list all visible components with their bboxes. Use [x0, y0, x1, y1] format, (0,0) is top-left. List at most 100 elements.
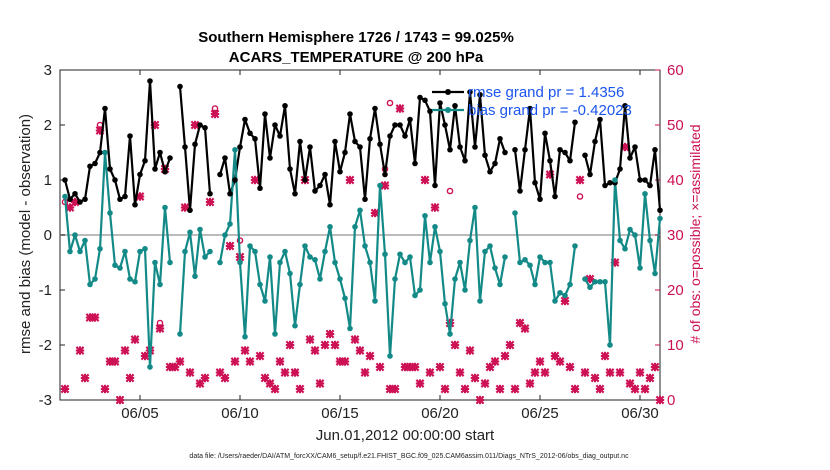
rmse-line	[63, 79, 172, 206]
rmse-point	[72, 190, 78, 197]
rmse-point	[387, 133, 393, 139]
x-axis-label: Jun.01,2012 00:00:00 start	[316, 427, 495, 444]
rmse-point	[547, 157, 553, 164]
obs-assimilated-marker	[240, 346, 250, 355]
rmse-point	[132, 201, 138, 208]
rmse-point	[557, 146, 563, 153]
obs-assimilated-marker	[475, 395, 485, 405]
obs-assimilated-marker	[500, 351, 510, 361]
rmse-point	[327, 201, 333, 208]
bias-point	[427, 259, 433, 266]
bias-point	[207, 248, 213, 255]
bias-point	[307, 254, 313, 260]
obs-assimilated-marker	[460, 384, 470, 394]
rmse-point	[462, 157, 468, 164]
rmse-point	[562, 149, 568, 156]
y-tick-label-right: 60	[667, 62, 684, 79]
obs-assimilated-marker	[470, 373, 480, 383]
obs-assimilated-marker	[615, 368, 625, 377]
rmse-point	[622, 102, 628, 109]
bias-point	[222, 232, 228, 238]
data-file-footnote: data file: /Users/raeder/DAI/ATM_forcXX/…	[189, 453, 629, 460]
obs-assimilated-marker	[390, 384, 400, 394]
obs-assimilated-marker	[395, 104, 405, 113]
bias-point	[332, 259, 338, 266]
rmse-point	[152, 166, 158, 172]
bias-point	[522, 256, 528, 263]
obs-assimilated-marker	[600, 351, 610, 361]
obs-assimilated-marker	[645, 373, 655, 383]
bias-point	[552, 298, 558, 304]
rmse-point	[632, 144, 638, 150]
y-tick-label-right: 10	[667, 337, 684, 354]
bias-point	[302, 243, 308, 249]
bias-point	[347, 325, 353, 332]
bias-point	[387, 353, 393, 359]
rmse-point	[102, 105, 108, 112]
rmse-point	[232, 177, 238, 183]
rmse-point	[322, 171, 328, 178]
rmse-point	[472, 144, 478, 150]
obs-assimilated-marker	[320, 340, 330, 350]
bias-point	[517, 259, 523, 266]
bias-point	[337, 276, 343, 282]
rmse-point	[372, 105, 378, 112]
obs-assimilated-marker	[75, 346, 85, 355]
bias-point	[217, 259, 223, 266]
x-tick-label: 06/05	[121, 405, 159, 422]
bias-point	[527, 262, 533, 269]
bias-point	[162, 204, 168, 211]
rmse-point	[117, 196, 123, 203]
obs-possible-marker	[291, 369, 299, 376]
obs-possible-marker	[386, 99, 394, 107]
rmse-point	[367, 135, 373, 142]
rmse-point	[607, 179, 613, 186]
rmse-point	[512, 146, 518, 153]
bias-point	[192, 273, 198, 280]
rmse-point	[267, 155, 273, 161]
rmse-point	[127, 133, 133, 139]
rmse-point	[362, 196, 368, 203]
bias-point	[447, 331, 453, 337]
obs-assimilated-marker	[280, 368, 290, 377]
obs-assimilated-marker	[250, 175, 260, 185]
rmse-point	[307, 144, 313, 150]
y-tick-label-left: 2	[44, 117, 52, 134]
bias-point	[132, 278, 138, 285]
obs-assimilated-marker	[130, 335, 140, 344]
bias-point	[107, 210, 113, 216]
obs-assimilated-marker	[495, 384, 505, 394]
rmse-point	[277, 133, 283, 139]
bias-point	[657, 215, 663, 222]
bias-point	[482, 248, 488, 255]
obs-assimilated-marker	[635, 368, 645, 377]
rmse-point	[182, 144, 188, 150]
bias-point	[272, 331, 278, 337]
bias-point	[452, 276, 458, 282]
bias-point	[592, 278, 598, 285]
bias-point	[467, 237, 473, 244]
rmse-point	[407, 116, 413, 123]
rmse-point	[392, 122, 398, 128]
rmse-point	[402, 133, 408, 139]
rmse-point	[412, 160, 418, 167]
bias-point	[407, 254, 413, 260]
bias-line	[63, 151, 172, 369]
bias-point	[382, 251, 388, 258]
obs-possible-marker	[446, 187, 454, 195]
bias-point	[537, 254, 543, 260]
obs-assimilated-marker	[540, 368, 550, 377]
legend-bias-swatch-dot	[445, 107, 451, 113]
rmse-point	[317, 182, 323, 189]
obs-assimilated-marker	[110, 357, 120, 366]
bias-point	[257, 281, 263, 288]
bias-point	[642, 190, 648, 197]
obs-assimilated-marker	[275, 357, 285, 366]
rmse-point	[477, 91, 483, 98]
obs-assimilated-marker	[270, 384, 280, 394]
rmse-point	[262, 111, 268, 117]
bias-point	[277, 259, 283, 266]
bias-point	[422, 212, 428, 219]
rmse-point	[597, 116, 603, 123]
obs-assimilated-marker	[120, 346, 130, 355]
